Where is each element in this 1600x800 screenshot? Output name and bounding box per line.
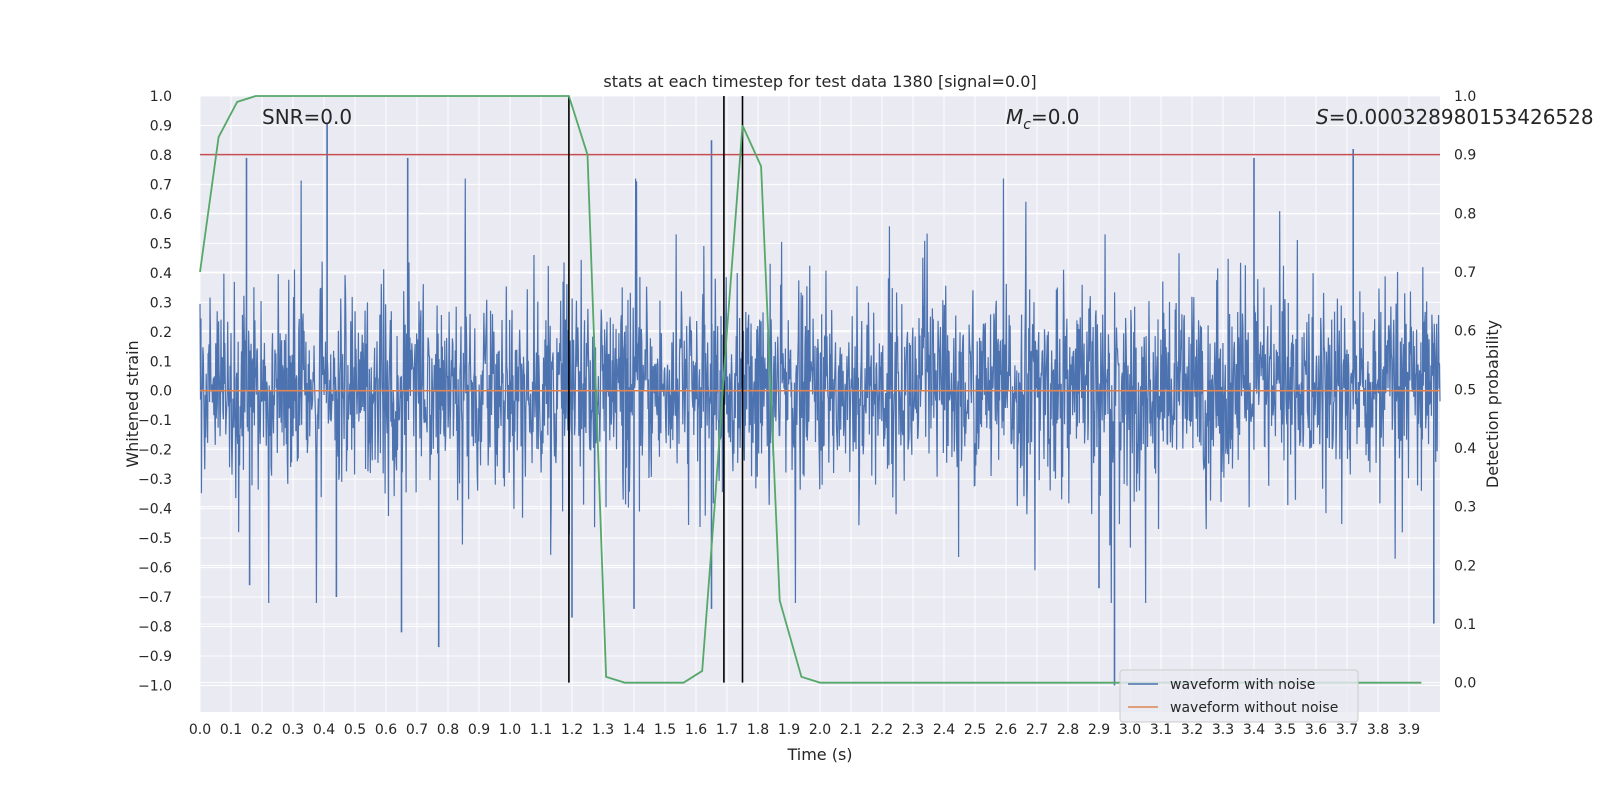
legend-box [1119,669,1359,723]
x-tick-label: 2.7 [1026,722,1048,738]
y-axis-label: Whitened strain [123,340,142,467]
y-tick-label: 0.1 [150,354,172,370]
x-tick-label: 1.3 [592,722,614,738]
x-tick-label: 2.6 [995,722,1017,738]
y-tick-label: −0.8 [138,620,172,636]
y-tick-label: 0.3 [150,295,172,311]
y-tick-label: 0.8 [150,148,172,164]
x-tick-label: 0.7 [406,722,428,738]
legend: waveform with noise waveform without noi… [1119,669,1359,723]
x-tick-label: 3.1 [1150,722,1172,738]
chirp-mass-annotation: Mc=0.0 [1006,105,1080,133]
x-tick-label: 3.8 [1367,722,1389,738]
mc-subscript: c [1023,117,1031,133]
x-tick-label: 3.6 [1305,722,1327,738]
y-tick-label: 0.7 [150,177,172,193]
x-tick-label: 1.7 [716,722,738,738]
y2-tick-label: 0.3 [1454,500,1476,516]
x-tick-label: 0.4 [313,722,335,738]
x-tick-label: 1.5 [654,722,676,738]
x-tick-label: 1.8 [747,722,769,738]
y2-tick-label: 0.7 [1454,265,1476,281]
y2-tick-label: 0.5 [1454,382,1476,398]
y-tick-label: −0.9 [138,649,172,665]
x-axis-label: Time (s) [786,745,852,764]
y2-tick-label: 0.8 [1454,206,1476,222]
y-tick-label: −0.1 [138,413,172,429]
legend-label-waveform-without-noise: waveform without noise [1170,700,1338,716]
x-tick-label: 2.2 [871,722,893,738]
x-tick-label: 0.6 [375,722,397,738]
x-tick-label: 2.8 [1057,722,1079,738]
x-tick-label: 0.5 [344,722,366,738]
x-tick-label: 2.0 [809,722,831,738]
y-tick-label: 0.5 [150,236,172,252]
x-tick-label: 3.4 [1243,722,1265,738]
y-tick-label: −0.2 [138,443,172,459]
y2-tick-label: 1.0 [1454,89,1476,105]
x-tick-label: 0.9 [468,722,490,738]
y-tick-label: −0.3 [138,472,172,488]
y-tick-label: 0.6 [150,207,172,223]
y-tick-label: −0.7 [138,590,172,606]
legend-label-waveform-with-noise: waveform with noise [1170,677,1315,693]
x-tick-label: 3.7 [1336,722,1358,738]
x-tick-label: 3.5 [1274,722,1296,738]
x-tick-label: 1.0 [499,722,521,738]
x-tick-label: 1.1 [530,722,552,738]
x-tick-label: 2.5 [964,722,986,738]
x-tick-label: 0.3 [282,722,304,738]
y-tick-label: −0.5 [138,531,172,547]
s-annotation: S=0.000328980153426528 [1316,105,1594,129]
x-tick-label: 0.0 [189,722,211,738]
chart-title: stats at each timestep for test data 138… [603,72,1036,91]
y2-tick-label: 0.1 [1454,617,1476,633]
x-tick-label: 2.1 [840,722,862,738]
x-tick-label: 3.3 [1212,722,1234,738]
x-tick-label: 1.4 [623,722,645,738]
s-value-tail: 8 [1581,105,1594,129]
y2-tick-label: 0.2 [1454,558,1476,574]
y-tick-label: −0.6 [138,561,172,577]
y-tick-label: 1.0 [150,89,172,105]
series-waveform-with-noise [199,122,1441,686]
tick-labels: 0.0 0.1 0.2 0.3 0.4 0.5 0.6 0.7 0.8 0.9 1.0 1.1 1.2 1… [138,89,1476,738]
x-tick-label: 3.9 [1398,722,1420,738]
s-value: =0.00032898015342652 [1329,105,1581,129]
y2-tick-label: 0.4 [1454,441,1476,457]
line-layer [199,95,1440,684]
x-tick-label: 2.4 [933,722,955,738]
snr-annotation: SNR=0.0 [262,105,352,129]
x-tick-label: 1.2 [561,722,583,738]
y-tick-label: 0.0 [150,384,172,400]
noise-waveform-line [199,178,1441,603]
x-tick-label: 2.9 [1088,722,1110,738]
x-tick-label: 3.0 [1119,722,1141,738]
s-symbol: S [1316,105,1329,129]
mc-value: =0.0 [1031,105,1080,129]
mc-symbol: M [1006,105,1023,129]
x-tick-label: 1.9 [778,722,800,738]
y2-tick-label: 0.9 [1454,148,1476,164]
x-tick-label: 0.2 [251,722,273,738]
y2-axis-label: Detection probability [1483,320,1502,488]
x-tick-label: 0.1 [220,722,242,738]
x-tick-label: 0.8 [437,722,459,738]
x-tick-label: 2.3 [902,722,924,738]
y-tick-label: 0.4 [150,266,172,282]
x-tick-label: 1.6 [685,722,707,738]
y2-tick-label: 0.0 [1454,676,1476,692]
y-tick-label: −0.4 [138,502,172,518]
x-tick-label: 3.2 [1181,722,1203,738]
detection-probability-line [199,95,1422,684]
y2-tick-label: 0.6 [1454,324,1476,340]
y-tick-label: 0.9 [150,118,172,134]
y-tick-label: −1.0 [138,678,172,694]
y-tick-label: 0.2 [150,325,172,341]
